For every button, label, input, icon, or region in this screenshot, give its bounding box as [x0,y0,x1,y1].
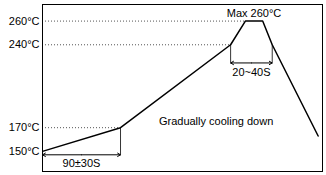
svg-text:90±30S: 90±30S [63,157,101,169]
svg-text:Gradually cooling down: Gradually cooling down [159,115,273,127]
svg-text:150°C: 150°C [9,145,40,157]
svg-text:240°C: 240°C [9,38,40,50]
svg-text:170°C: 170°C [9,121,40,133]
svg-text:260°C: 260°C [9,15,40,27]
svg-text:20~40S: 20~40S [232,66,270,78]
svg-text:Max 260°C: Max 260°C [227,7,282,19]
